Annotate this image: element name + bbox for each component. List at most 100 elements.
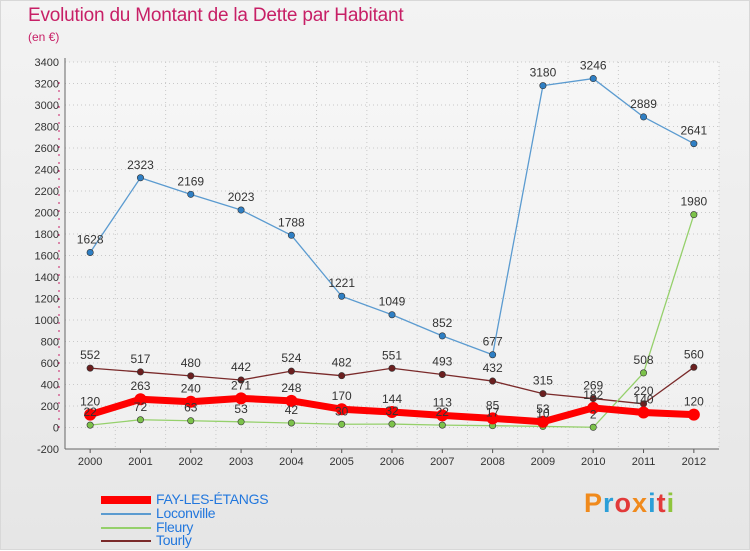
y-tick-label: 1400 [35,272,59,284]
data-label: 240 [181,382,201,396]
data-point [187,372,195,380]
data-label: 269 [583,379,603,393]
x-tick-label: 2004 [279,456,303,468]
data-label: 517 [130,352,150,366]
data-label: 120 [684,395,704,409]
y-tick-label: 2600 [35,143,59,155]
logo-letter: i [648,488,657,518]
data-label: 852 [432,316,452,330]
y-tick-label: 1800 [35,229,59,241]
data-label: 2889 [630,97,657,111]
data-point [640,369,648,377]
data-point [438,421,446,429]
data-label: 482 [332,356,352,370]
data-point [136,174,144,182]
data-point [338,292,346,300]
x-tick-label: 2002 [179,456,203,468]
data-label: 1628 [77,232,104,246]
data-label: 85 [486,398,500,412]
data-label: 560 [684,347,704,361]
data-point [436,409,449,422]
data-label: 1049 [379,295,406,309]
y-tick-label: 2400 [35,165,59,177]
y-tick-label: 600 [41,358,59,370]
data-point [285,394,298,407]
data-label: 42 [285,403,299,417]
y-tick-label: 2200 [35,186,59,198]
x-tick-label: 2008 [480,456,504,468]
data-label: 432 [483,361,503,375]
y-tick-label: 800 [41,337,59,349]
logo-letter: r [603,488,615,518]
legend-label-fay: FAY-LES-ÉTANGS [156,491,269,507]
x-tick-label: 2001 [128,456,152,468]
x-tick-label: 2007 [430,456,454,468]
legend-swatch-tourly [101,540,151,542]
x-tick-label: 2005 [329,456,353,468]
data-point [187,417,195,425]
data-point [237,376,245,384]
data-label: 442 [231,360,251,374]
logo-letter: P [584,488,604,518]
data-label: 551 [382,348,402,362]
data-point [438,332,446,340]
data-point [184,395,197,408]
data-label: 1788 [278,215,305,229]
data-label: 30 [335,404,349,418]
data-label: 1980 [680,195,707,209]
legend-swatch-fleury [101,527,151,529]
data-point [86,421,94,429]
data-label: 182 [583,388,603,402]
x-tick-label: 2006 [380,456,404,468]
chart-title: Evolution du Montant de la Dette par Hab… [28,5,404,26]
x-tick-label: 2012 [682,456,706,468]
data-label: 140 [634,392,654,406]
y-tick-label: 3000 [35,100,59,112]
data-point [338,420,346,428]
data-point [388,311,396,319]
legend-label-fleury: Fleury [156,519,194,535]
data-point [539,390,547,398]
data-point [489,377,497,385]
x-tick-label: 2011 [632,456,656,468]
data-point [486,412,499,425]
y-tick-label: 2800 [35,122,59,134]
chart-subtitle: (en €) [28,30,60,44]
data-label: 677 [483,335,503,349]
data-label: 524 [281,351,301,365]
data-point [637,406,650,419]
data-label: 493 [432,355,452,369]
data-label: 22 [83,405,97,419]
data-label: 1221 [328,276,355,290]
y-tick-label: 200 [41,401,59,413]
data-point [589,423,597,431]
data-point [539,82,547,90]
legend-swatch-fay [101,496,151,504]
data-label: 32 [385,404,399,418]
logo-letter: o [614,488,633,518]
logo-letter: x [632,488,649,518]
legend-label-loconville: Loconville [156,505,216,521]
data-label: 2023 [228,190,255,204]
data-label: 2641 [680,124,707,138]
x-tick-label: 2003 [229,456,253,468]
data-label: 10 [536,406,550,420]
y-tick-label: -200 [37,444,59,456]
data-label: 315 [533,374,553,388]
data-label: 480 [181,356,201,370]
data-label: 53 [536,402,550,416]
data-point [388,420,396,428]
data-label: 2169 [177,174,204,188]
data-point [335,403,348,416]
plot-area [65,62,719,449]
data-label: 170 [332,389,352,403]
data-label: 2 [590,407,597,421]
data-point [587,401,600,414]
data-label: 120 [80,395,100,409]
data-point [237,418,245,426]
y-tick-label: 1200 [35,294,59,306]
legend-label-tourly: Tourly [156,532,192,548]
data-label: 53 [234,402,248,416]
data-point [287,231,295,239]
